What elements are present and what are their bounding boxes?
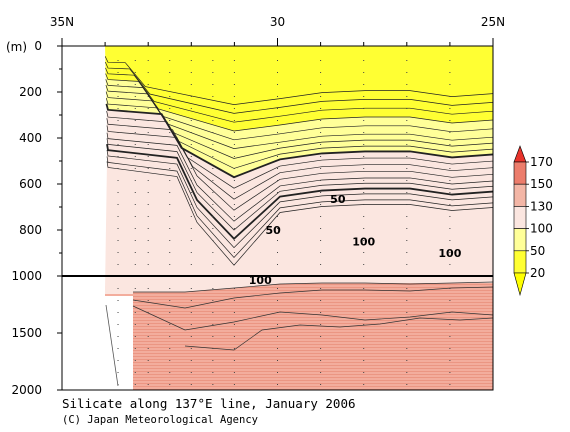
- deep-contour-line-2: [132, 286, 493, 309]
- colorbar-label: 50: [530, 244, 545, 258]
- colorbar-segment-4: [513, 228, 527, 252]
- colorbar-segment-2: [513, 183, 527, 207]
- deep-contour-line-3: [132, 305, 493, 331]
- colorbar-segment-5: [513, 250, 527, 274]
- contour-label-4: 100: [249, 274, 272, 287]
- colorbar-bottom-arrow: [513, 272, 527, 297]
- x-tick-label: 35N: [50, 15, 74, 29]
- x-tick-label: 30: [270, 15, 285, 29]
- silicate-band-deep: [105, 283, 493, 390]
- y-tick-label: 200: [19, 85, 42, 99]
- colorbar-segment-1: [513, 161, 527, 185]
- contour-line-12: [106, 125, 493, 211]
- y-tick-label: 2000: [11, 383, 42, 397]
- contour-line-7: [105, 91, 493, 159]
- contour-line-4: [105, 73, 493, 132]
- deep-contour-line-1: [133, 281, 493, 293]
- colorbar: 170 150 130 100 50 20: [513, 145, 553, 297]
- silicate-band-pink: [105, 161, 493, 292]
- y-axis-unit-label: (m): [6, 40, 27, 54]
- colorbar-top-arrow: [513, 145, 527, 163]
- no-data-region: [105, 296, 133, 390]
- contour-line-11: [106, 118, 493, 200]
- contour-label-layer: 50 50 100 100 100: [249, 193, 462, 287]
- coastal-sample-block: [105, 286, 133, 294]
- contour-line-9: [105, 103, 493, 179]
- colorbar-label: 150: [530, 177, 553, 191]
- y-axis-left: 0 200 400 600 800 1000 1500 2000: [11, 39, 62, 397]
- contour-label-1: 50: [266, 224, 282, 237]
- plot-fill-layer: [105, 46, 493, 390]
- contour-line-15: [106, 144, 493, 241]
- contour-line-2: [105, 61, 493, 114]
- contour-line-13: [106, 132, 493, 222]
- contour-label-2: 50: [330, 193, 346, 206]
- y-tick-label: 0: [34, 39, 42, 53]
- y-tick-label: 1500: [11, 326, 42, 340]
- copyright-credit: (C) Japan Meteorological Agency: [62, 414, 258, 426]
- colorbar-label: 100: [530, 222, 553, 236]
- silicate-band-1: [105, 46, 493, 131]
- contour-line-10: [106, 110, 493, 189]
- contour-line-3: [105, 67, 493, 123]
- colorbar-label: 130: [530, 199, 553, 213]
- y-tick-label: 600: [19, 177, 42, 191]
- y-tick-label: 1000: [11, 269, 42, 283]
- contour-label-3: 100: [352, 236, 375, 249]
- silicate-band-3: [106, 103, 493, 239]
- contour-line-17: [106, 156, 493, 259]
- y-tick-label: 800: [19, 223, 42, 237]
- contour-line-layer: [105, 56, 493, 351]
- deep-contour-line-4: [184, 317, 493, 351]
- contour-line-14: [106, 138, 493, 231]
- contour-line-5: [105, 79, 493, 141]
- chart-caption: Silicate along 137°E line, January 2006: [62, 396, 356, 411]
- bathymetry-line: [105, 304, 119, 387]
- contour-line-16: [106, 149, 493, 249]
- contour-line-1: [105, 56, 493, 105]
- colorbar-label: 170: [530, 155, 553, 169]
- colorbar-label: 20: [530, 266, 545, 280]
- contour-label-5: 100: [438, 247, 461, 260]
- x-tick-label: 25N: [481, 15, 505, 29]
- contour-line-8: [105, 97, 493, 169]
- contour-line-6: [105, 85, 493, 149]
- x-axis-top: 35N 30 25N: [50, 15, 505, 46]
- contour-line-18: [106, 161, 493, 266]
- colorbar-segment-3: [513, 206, 527, 229]
- y-tick-label: 400: [19, 131, 42, 145]
